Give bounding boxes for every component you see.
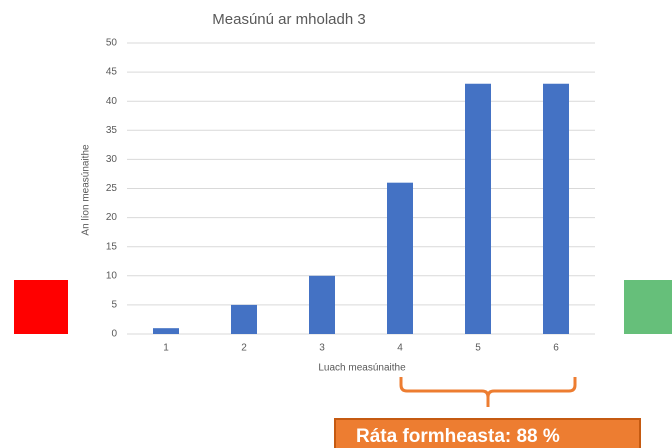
- x-axis-label: Luach measúnaithe: [318, 363, 406, 374]
- y-tick-label: 15: [106, 241, 118, 252]
- y-tick-label: 25: [106, 183, 118, 194]
- y-axis-label: An líon measúnaithe: [81, 144, 92, 236]
- annotation-box: Ráta formheasta: 88 %: [334, 418, 641, 448]
- y-tick-label: 35: [106, 125, 118, 136]
- y-tick-label: 45: [106, 67, 118, 78]
- annotation-background: [334, 418, 641, 448]
- x-tick-label: 1: [163, 343, 169, 354]
- x-tick-label: 5: [475, 343, 481, 354]
- green-square: [624, 280, 672, 334]
- y-tick-label: 5: [111, 300, 117, 311]
- y-tick-label: 0: [111, 329, 117, 340]
- red-square: [14, 280, 68, 334]
- bar: [387, 182, 413, 334]
- chart-title: Measúnú ar mholadh 3: [212, 11, 365, 28]
- x-tick-label: 2: [241, 343, 247, 354]
- y-tick-label: 10: [106, 270, 118, 281]
- y-tick-label: 40: [106, 96, 118, 107]
- bar: [465, 83, 491, 335]
- x-tick-label: 4: [397, 343, 403, 354]
- bar: [309, 275, 335, 334]
- bracket: [399, 377, 577, 407]
- y-tick-label: 50: [106, 38, 118, 49]
- annotation-text: Ráta formheasta: 88 %: [356, 426, 560, 447]
- bar: [543, 83, 569, 335]
- y-tick-label: 20: [106, 212, 118, 223]
- bar: [153, 328, 179, 334]
- bar: [231, 304, 257, 334]
- x-tick-label: 3: [319, 343, 325, 354]
- x-tick-label: 6: [553, 343, 559, 354]
- y-tick-label: 30: [106, 154, 118, 165]
